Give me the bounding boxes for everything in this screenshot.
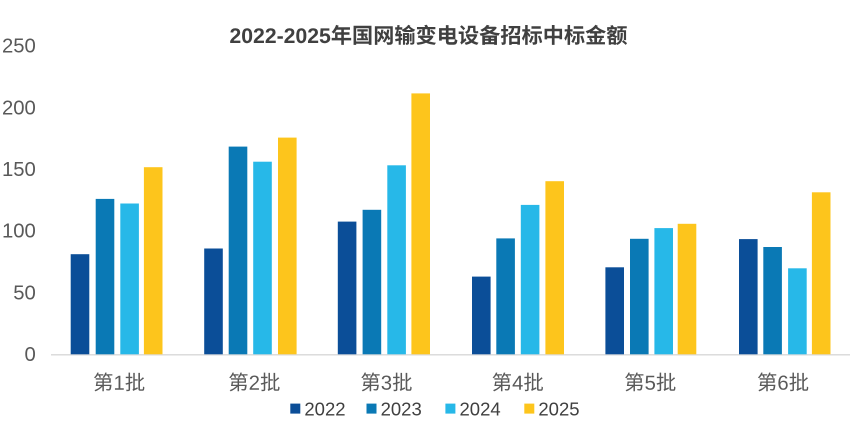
svg-text:0: 0 [25, 344, 36, 366]
svg-text:150: 150 [2, 159, 36, 181]
svg-text:2025: 2025 [538, 398, 579, 419]
svg-text:200: 200 [2, 97, 36, 119]
svg-text:50: 50 [13, 282, 36, 304]
svg-text:2024: 2024 [460, 398, 501, 419]
svg-text:250: 250 [2, 36, 36, 58]
svg-text:2023: 2023 [381, 398, 422, 419]
svg-text:2022: 2022 [304, 398, 345, 419]
svg-text:100: 100 [2, 221, 36, 243]
